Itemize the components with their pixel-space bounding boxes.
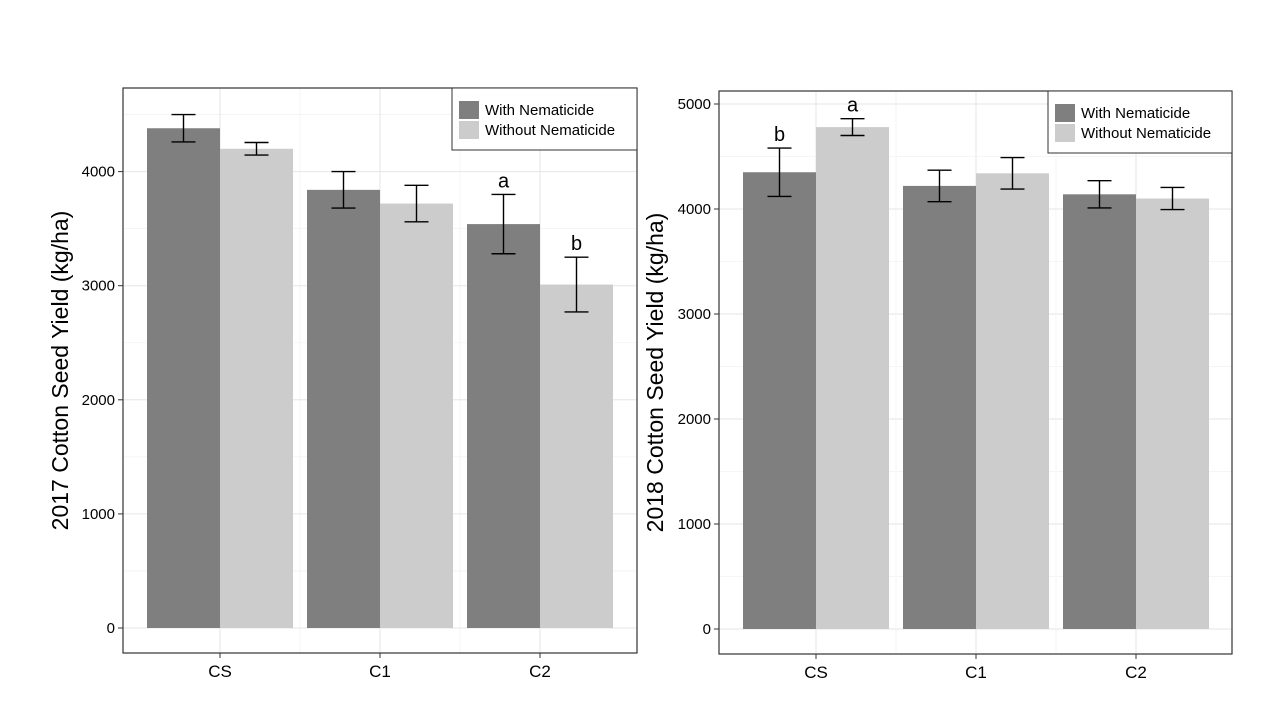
panel2-bar-c1-with	[903, 185, 976, 629]
panel2-significance-letter: b	[774, 124, 785, 146]
panel2-legend-label-with: With Nematicide	[1081, 105, 1190, 122]
panel2-bar-c1-without	[976, 173, 1049, 630]
panel1-bar-cs-with	[147, 128, 220, 628]
panel1-ytick-label: 4000	[82, 164, 115, 181]
panel2-y-axis-label: 2018 Cotton Seed Yield (kg/ha)	[642, 213, 668, 533]
panel1-bar-c2-with	[467, 224, 540, 628]
panel2-ytick-label: 5000	[678, 96, 711, 113]
panel2-legend-box	[1047, 90, 1233, 154]
panel1-legend-label-with: With Nematicide	[485, 102, 594, 119]
panel1-xtick-label-c1: C1	[369, 662, 391, 681]
panel2: b a 0 1000 2000 3000 4000 5000 CS C1 C2 2018 Cotton…	[642, 90, 1233, 682]
panel1-ytick-label: 0	[107, 620, 115, 637]
panel2-ytick-label: 3000	[678, 306, 711, 323]
panel1-significance-letter: a	[498, 170, 510, 192]
panel2-legend-label-without: Without Nematicide	[1081, 125, 1211, 142]
panel2-xtick-label-cs: CS	[804, 663, 828, 682]
panel2-ytick-label: 1000	[678, 516, 711, 533]
panel1-xtick-label-c2: C2	[529, 662, 551, 681]
panel2-legend: With Nematicide Without Nematicide	[1047, 90, 1233, 154]
panel1: a b 0 1000 2000 3000 4000 CS C1 C2 2017 Cotton See…	[47, 87, 638, 681]
panel2-ytick-label: 2000	[678, 411, 711, 428]
panel1-bar-cs-without	[220, 148, 293, 628]
panel1-legend-swatch-with	[459, 101, 479, 119]
panel2-ytick-label: 0	[703, 621, 711, 638]
panel2-legend-swatch-without	[1055, 124, 1075, 142]
panel1-xtick-label-cs: CS	[208, 662, 232, 681]
panel1-bar-c1-with	[307, 189, 380, 628]
panel1-y-axis-label: 2017 Cotton Seed Yield (kg/ha)	[47, 211, 73, 531]
panel1-ytick-label: 1000	[82, 506, 115, 523]
panel1-ytick-label: 3000	[82, 278, 115, 295]
panel1-legend: With Nematicide Without Nematicide	[451, 87, 638, 151]
panel2-bar-cs-with	[743, 172, 816, 629]
panel1-ytick-label: 2000	[82, 392, 115, 409]
panel2-ytick-label: 4000	[678, 201, 711, 218]
panel2-significance-letter: a	[847, 95, 859, 117]
panel1-legend-swatch-without	[459, 121, 479, 139]
panel2-bar-cs-without	[816, 127, 889, 629]
panel1-bar-c1-without	[380, 203, 453, 628]
panel2-bar-c2-with	[1063, 194, 1136, 630]
panel2-xtick-label-c1: C1	[965, 663, 987, 682]
panel1-bar-c2-without	[540, 284, 613, 628]
panel2-bar-c2-without	[1136, 198, 1209, 629]
panel2-legend-swatch-with	[1055, 104, 1075, 122]
panel1-significance-letter: b	[571, 233, 582, 255]
panel2-xtick-label-c2: C2	[1125, 663, 1147, 682]
panel1-legend-label-without: Without Nematicide	[485, 122, 615, 139]
panel1-legend-box	[451, 87, 638, 151]
